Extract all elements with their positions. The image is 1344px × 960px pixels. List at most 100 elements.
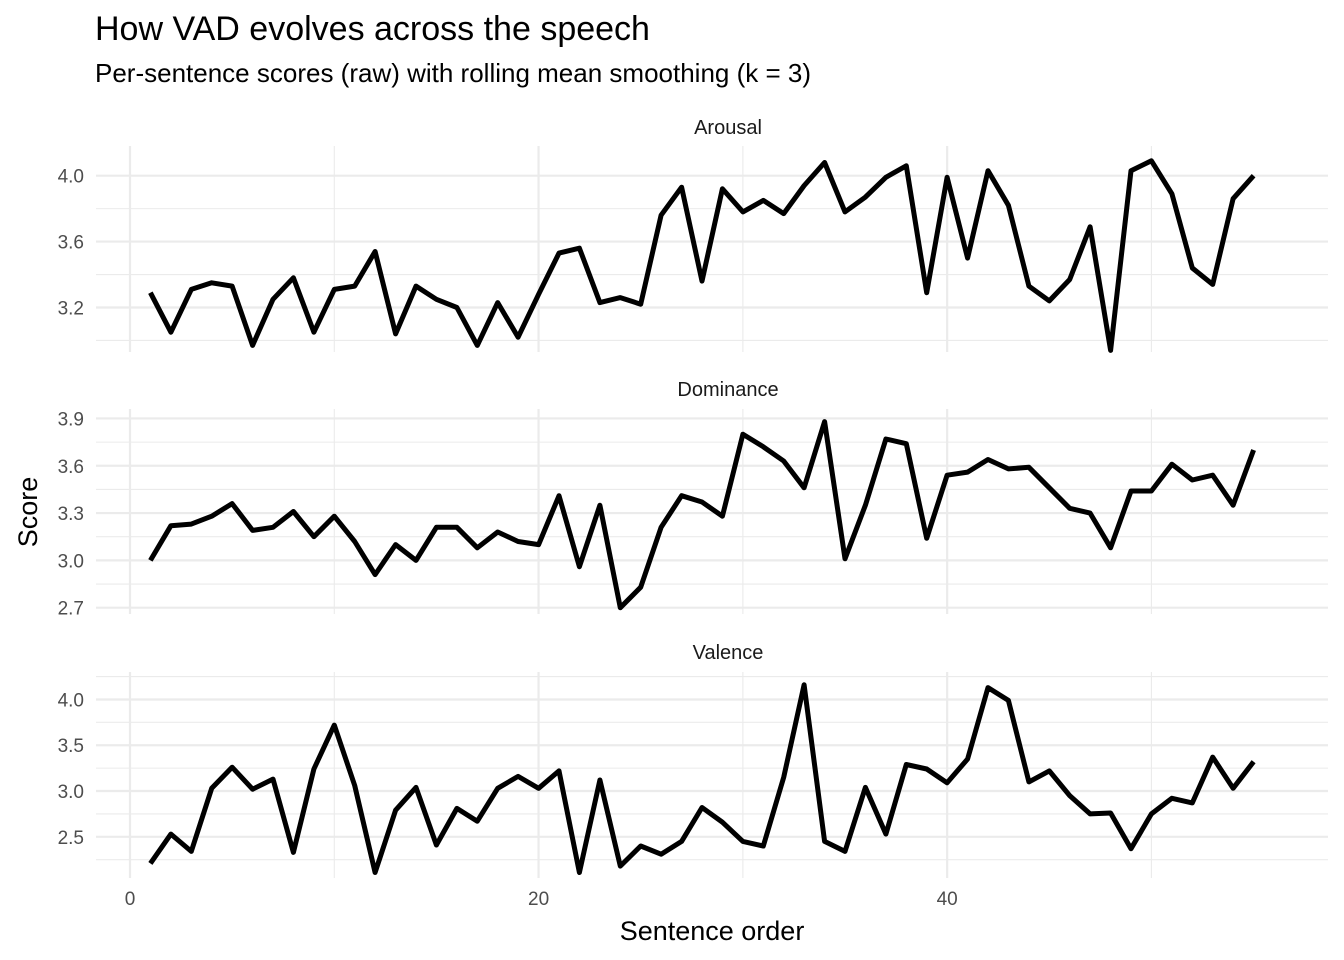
data-point bbox=[332, 723, 337, 728]
panel-arousal: Arousal 3.2 3.6 4.0 bbox=[58, 117, 1328, 353]
data-point bbox=[1088, 224, 1093, 229]
data-point bbox=[720, 820, 725, 825]
data-point bbox=[250, 343, 255, 348]
facet-label: Valence bbox=[693, 642, 764, 664]
data-point bbox=[332, 287, 337, 292]
y-tick-label: 3.6 bbox=[58, 457, 84, 478]
data-point bbox=[618, 864, 623, 869]
facet-label: Dominance bbox=[677, 379, 778, 401]
data-point bbox=[557, 493, 562, 498]
data-point bbox=[209, 786, 214, 791]
x-tick-label: 40 bbox=[937, 889, 958, 910]
y-tick-label: 3.9 bbox=[58, 409, 84, 430]
data-point bbox=[781, 211, 786, 216]
data-point bbox=[189, 287, 194, 292]
data-point bbox=[291, 509, 296, 514]
data-point bbox=[516, 774, 521, 779]
data-point bbox=[516, 335, 521, 340]
data-point bbox=[638, 585, 643, 590]
series-line-dominance bbox=[148, 419, 1256, 611]
data-point bbox=[1190, 477, 1195, 482]
chart-title: How VAD evolves across the speech bbox=[95, 10, 650, 48]
y-tick-label: 2.5 bbox=[58, 828, 84, 849]
data-point bbox=[679, 185, 684, 190]
data-point bbox=[679, 493, 684, 498]
data-point bbox=[434, 525, 439, 530]
data-point bbox=[883, 832, 888, 837]
data-point bbox=[148, 290, 153, 295]
data-point bbox=[822, 839, 827, 844]
y-tick-label: 3.0 bbox=[58, 782, 84, 803]
data-point bbox=[843, 209, 848, 214]
y-axis-title: Score bbox=[13, 477, 43, 548]
data-point bbox=[1231, 196, 1236, 201]
data-point bbox=[557, 251, 562, 256]
x-tick-label: 20 bbox=[528, 889, 549, 910]
data-point bbox=[659, 852, 664, 857]
data-point bbox=[1108, 810, 1113, 815]
data-point bbox=[945, 473, 950, 478]
data-point bbox=[781, 775, 786, 780]
data-point bbox=[802, 682, 807, 687]
y-tick-label: 4.0 bbox=[58, 690, 84, 711]
panel-dominance: Dominance 2.7 3.0 3.3 3.6 3.9 bbox=[58, 379, 1328, 620]
data-point bbox=[495, 530, 500, 535]
data-point bbox=[1231, 786, 1236, 791]
data-point bbox=[434, 297, 439, 302]
y-tick-label: 3.3 bbox=[58, 504, 84, 525]
data-point bbox=[1169, 191, 1174, 196]
data-point bbox=[781, 459, 786, 464]
data-point bbox=[597, 503, 602, 508]
data-point bbox=[700, 500, 705, 505]
data-point bbox=[1149, 158, 1154, 163]
data-point bbox=[1190, 265, 1195, 270]
data-point bbox=[168, 330, 173, 335]
data-point bbox=[557, 768, 562, 773]
data-point bbox=[1006, 698, 1011, 703]
x-axis-title: Sentence order bbox=[620, 916, 805, 946]
data-point bbox=[332, 514, 337, 519]
data-point bbox=[209, 514, 214, 519]
data-point bbox=[802, 485, 807, 490]
data-point bbox=[1006, 466, 1011, 471]
data-point bbox=[536, 292, 541, 297]
data-point bbox=[924, 767, 929, 772]
data-point bbox=[597, 778, 602, 783]
data-point bbox=[1169, 462, 1174, 467]
data-point bbox=[618, 295, 623, 300]
data-point bbox=[659, 525, 664, 530]
data-point bbox=[373, 249, 378, 254]
x-tick-label: 0 bbox=[125, 889, 136, 910]
data-point bbox=[1149, 811, 1154, 816]
data-point bbox=[1169, 796, 1174, 801]
data-point bbox=[291, 275, 296, 280]
panel-valence: Valence 2.5 3.0 3.5 4.0 bbox=[58, 642, 1328, 878]
data-point bbox=[597, 300, 602, 305]
data-point bbox=[986, 457, 991, 462]
data-point bbox=[638, 843, 643, 848]
data-point bbox=[822, 419, 827, 424]
data-point bbox=[740, 209, 745, 214]
data-point bbox=[618, 605, 623, 610]
data-point bbox=[659, 213, 664, 218]
series-line-valence bbox=[148, 682, 1256, 875]
data-point bbox=[271, 525, 276, 530]
data-point bbox=[454, 525, 459, 530]
data-point bbox=[516, 539, 521, 544]
data-point bbox=[843, 556, 848, 561]
data-point bbox=[1251, 448, 1256, 453]
data-point bbox=[536, 542, 541, 547]
data-point bbox=[945, 780, 950, 785]
data-point bbox=[700, 805, 705, 810]
data-point bbox=[454, 806, 459, 811]
data-point bbox=[965, 256, 970, 261]
data-point bbox=[393, 331, 398, 336]
data-point bbox=[577, 564, 582, 569]
data-point bbox=[863, 195, 868, 200]
data-point bbox=[230, 765, 235, 770]
data-point bbox=[1129, 846, 1134, 851]
data-point bbox=[271, 777, 276, 782]
data-point bbox=[986, 168, 991, 173]
data-point bbox=[1026, 284, 1031, 289]
